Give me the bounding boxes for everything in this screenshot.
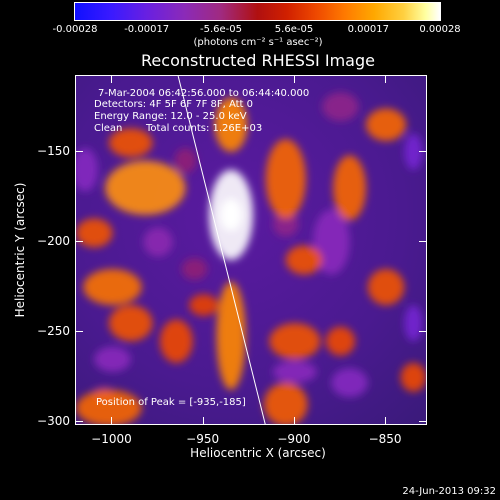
peak-core: [220, 198, 242, 232]
negative-region: [404, 305, 423, 342]
axis-tick-mark: [111, 417, 113, 425]
emission-source: [263, 382, 308, 424]
emission-source: [325, 326, 356, 356]
emission-source: [333, 155, 366, 221]
y-tick-label: −200: [37, 233, 70, 248]
x-axis-label: Heliocentric X (arcsec): [190, 446, 326, 460]
colorbar-tick-label: -0.00017: [124, 24, 170, 35]
axis-tick-mark: [419, 331, 427, 333]
negative-region: [331, 368, 368, 398]
y-axis-label: Heliocentric Y (arcsec): [13, 182, 27, 318]
negative-region: [313, 209, 350, 275]
emission-source: [76, 218, 113, 248]
axis-tick-mark: [419, 421, 427, 423]
colorbar-tick-label: 5.6e-05: [274, 24, 314, 35]
x-tick-label: −900: [277, 432, 311, 446]
emission-source: [159, 319, 193, 363]
colorbar-tick-label: -5.6e-05: [200, 24, 242, 35]
footer-timestamp: 24-Jun-2013 09:32: [402, 486, 496, 497]
heatmap-image: [76, 76, 426, 424]
axis-tick-mark: [419, 150, 427, 152]
axis-tick-mark: [111, 75, 113, 83]
emission-source: [400, 362, 426, 392]
time-range-label: 7-Mar-2004 06:42:56.000 to 06:44:40.000: [98, 88, 310, 99]
axis-tick-mark: [202, 417, 204, 425]
emission-source: [365, 108, 407, 141]
negative-region: [174, 148, 197, 174]
colorbar-tick-label: 0.00028: [419, 24, 461, 35]
limb-line: [177, 76, 266, 424]
y-tick-label: −300: [37, 414, 70, 429]
axis-tick-mark: [75, 421, 83, 423]
emission-source: [83, 269, 142, 306]
x-tick-label: −1000: [91, 432, 132, 446]
colorbar-tick-label: -0.00028: [52, 24, 98, 35]
x-tick-label: −950: [186, 432, 220, 446]
axis-tick-mark: [75, 240, 83, 242]
plot-area: 7-Mar-2004 06:42:56.000 to 06:44:40.000 …: [75, 75, 427, 425]
emission-source: [367, 269, 405, 306]
peak-position-label: Position of Peak = [-935,-185]: [96, 397, 246, 408]
y-tick-label: −250: [37, 324, 70, 339]
negative-region: [322, 92, 359, 122]
emission-source: [108, 305, 153, 342]
colorbar: [74, 2, 441, 21]
negative-region: [143, 227, 173, 257]
emission-source: [269, 323, 321, 360]
algorithm-label: Clean: [94, 123, 123, 134]
chart-title: Reconstructed RHESSI Image: [141, 51, 375, 70]
emission-source: [108, 128, 153, 158]
negative-region: [404, 133, 423, 170]
negative-region: [76, 148, 98, 192]
axis-tick-mark: [202, 75, 204, 83]
total-counts-label: Total counts: 1.26E+03: [146, 123, 263, 134]
axis-tick-mark: [385, 417, 387, 425]
colorbar-tick-label: 0.00017: [347, 24, 389, 35]
emission-source: [189, 294, 219, 316]
axis-tick-mark: [419, 240, 427, 242]
emission-source: [265, 139, 306, 219]
negative-region: [272, 211, 299, 237]
energy-range-label: Energy Range: 12.0 - 25.0 keV: [94, 111, 247, 122]
emission-source: [214, 97, 248, 152]
emission-source: [76, 389, 142, 424]
axis-tick-mark: [75, 150, 83, 152]
negative-region: [94, 346, 131, 372]
axis-tick-mark: [75, 331, 83, 333]
emission-source: [105, 160, 186, 215]
colorbar-unit-label: (photons cm⁻² s⁻¹ asec⁻²): [193, 37, 323, 48]
emission-source: [285, 245, 323, 275]
detectors-label: Detectors: 4F 5F 6F 7F 8F, Att 0: [94, 99, 254, 110]
axis-tick-mark: [293, 417, 295, 425]
axis-tick-mark: [293, 75, 295, 83]
y-tick-label: −150: [37, 143, 70, 158]
axis-tick-mark: [385, 75, 387, 83]
negative-region: [272, 361, 317, 383]
x-tick-label: −850: [368, 432, 402, 446]
emission-source: [216, 281, 246, 390]
negative-region: [181, 258, 208, 280]
